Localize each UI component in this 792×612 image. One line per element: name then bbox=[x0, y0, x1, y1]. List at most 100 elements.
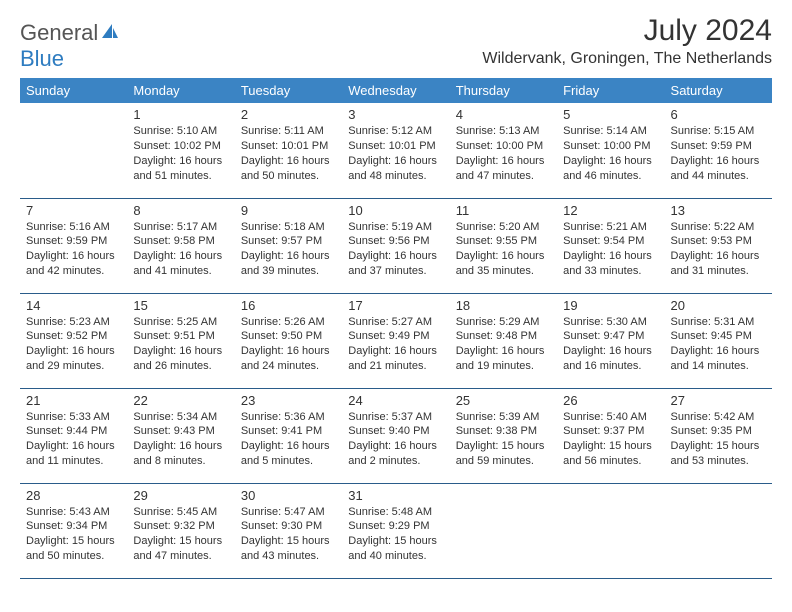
sunset-text: Sunset: 10:01 PM bbox=[348, 139, 443, 154]
day-info: Sunrise: 5:10 AMSunset: 10:02 PMDaylight… bbox=[133, 124, 228, 183]
day-number: 16 bbox=[241, 298, 336, 313]
calendar-day-cell: 21 Sunrise: 5:33 AMSunset: 9:44 PMDayligh… bbox=[20, 388, 127, 483]
day-info: Sunrise: 5:20 AMSunset: 9:55 PMDaylight:… bbox=[456, 220, 551, 279]
weekday-header: Friday bbox=[557, 78, 664, 103]
calendar-week-row: 7Sunrise: 5:16 AMSunset: 9:59 PMDaylight… bbox=[20, 198, 772, 293]
sunset-text: Sunset: 9:54 PM bbox=[563, 234, 658, 249]
sunset-text: Sunset: 9:50 PM bbox=[241, 329, 336, 344]
day-number: 12 bbox=[563, 203, 658, 218]
sunrise-text: Sunrise: 5:39 AM bbox=[456, 410, 551, 425]
sunset-text: Sunset: 9:59 PM bbox=[671, 139, 766, 154]
sunset-text: Sunset: 9:47 PM bbox=[563, 329, 658, 344]
calendar-day-cell: 8Sunrise: 5:17 AMSunset: 9:58 PMDaylight… bbox=[127, 198, 234, 293]
day-info: Sunrise: 5:26 AMSunset: 9:50 PMDaylight:… bbox=[241, 315, 336, 374]
daylight-text: Daylight: 16 hours and 24 minutes. bbox=[241, 344, 336, 374]
daylight-text: Daylight: 15 hours and 40 minutes. bbox=[348, 534, 443, 564]
day-number: 10 bbox=[348, 203, 443, 218]
day-number: 25 bbox=[456, 393, 551, 408]
calendar-day-cell: 31Sunrise: 5:48 AMSunset: 9:29 PMDayligh… bbox=[342, 483, 449, 578]
sunrise-text: Sunrise: 5:16 AM bbox=[26, 220, 121, 235]
daylight-text: Daylight: 16 hours and 50 minutes. bbox=[241, 154, 336, 184]
sunset-text: Sunset: 9:57 PM bbox=[241, 234, 336, 249]
calendar-day-cell: 10Sunrise: 5:19 AMSunset: 9:56 PMDayligh… bbox=[342, 198, 449, 293]
calendar-day-cell: 14 Sunrise: 5:23 AMSunset: 9:52 PMDayligh… bbox=[20, 293, 127, 388]
calendar-day-cell bbox=[665, 483, 772, 578]
day-number: 20 bbox=[671, 298, 766, 313]
day-number: 31 bbox=[348, 488, 443, 503]
sunrise-text: Sunrise: 5:37 AM bbox=[348, 410, 443, 425]
daylight-text: Daylight: 16 hours and 41 minutes. bbox=[133, 249, 228, 279]
daylight-text: Daylight: 15 hours and 47 minutes. bbox=[133, 534, 228, 564]
sunrise-text: Sunrise: 5:33 AM bbox=[26, 410, 121, 425]
calendar-day-cell: 19 Sunrise: 5:30 AMSunset: 9:47 PMDayligh… bbox=[557, 293, 664, 388]
day-info: Sunrise: 5:29 AMSunset: 9:48 PMDaylight:… bbox=[456, 315, 551, 374]
sunset-text: Sunset: 10:00 PM bbox=[563, 139, 658, 154]
daylight-text: Daylight: 16 hours and 42 minutes. bbox=[26, 249, 121, 279]
day-number: 3 bbox=[348, 107, 443, 122]
day-info: Sunrise: 5:33 AMSunset: 9:44 PMDaylight:… bbox=[26, 410, 121, 469]
day-number: 1 bbox=[133, 107, 228, 122]
daylight-text: Daylight: 15 hours and 43 minutes. bbox=[241, 534, 336, 564]
day-info: Sunrise: 5:27 AMSunset: 9:49 PMDaylight:… bbox=[348, 315, 443, 374]
calendar-day-cell: 22 Sunrise: 5:34 AMSunset: 9:43 PMDayligh… bbox=[127, 388, 234, 483]
daylight-text: Daylight: 16 hours and 39 minutes. bbox=[241, 249, 336, 279]
day-info: Sunrise: 5:17 AMSunset: 9:58 PMDaylight:… bbox=[133, 220, 228, 279]
day-info: Sunrise: 5:31 AMSunset: 9:45 PMDaylight:… bbox=[671, 315, 766, 374]
day-info: Sunrise: 5:34 AMSunset: 9:43 PMDaylight:… bbox=[133, 410, 228, 469]
day-number: 19 bbox=[563, 298, 658, 313]
daylight-text: Daylight: 16 hours and 11 minutes. bbox=[26, 439, 121, 469]
daylight-text: Daylight: 16 hours and 44 minutes. bbox=[671, 154, 766, 184]
daylight-text: Daylight: 16 hours and 31 minutes. bbox=[671, 249, 766, 279]
day-number: 22 bbox=[133, 393, 228, 408]
daylight-text: Daylight: 16 hours and 33 minutes. bbox=[563, 249, 658, 279]
day-number: 23 bbox=[241, 393, 336, 408]
calendar-table: SundayMondayTuesdayWednesdayThursdayFrid… bbox=[20, 78, 772, 579]
day-info: Sunrise: 5:42 AMSunset: 9:35 PMDaylight:… bbox=[671, 410, 766, 469]
daylight-text: Daylight: 16 hours and 19 minutes. bbox=[456, 344, 551, 374]
day-info: Sunrise: 5:23 AMSunset: 9:52 PMDaylight:… bbox=[26, 315, 121, 374]
calendar-day-cell: 5Sunrise: 5:14 AMSunset: 10:00 PMDayligh… bbox=[557, 103, 664, 198]
daylight-text: Daylight: 16 hours and 35 minutes. bbox=[456, 249, 551, 279]
sunrise-text: Sunrise: 5:18 AM bbox=[241, 220, 336, 235]
sunset-text: Sunset: 9:40 PM bbox=[348, 424, 443, 439]
sunset-text: Sunset: 9:34 PM bbox=[26, 519, 121, 534]
day-number: 26 bbox=[563, 393, 658, 408]
calendar-day-cell: 11Sunrise: 5:20 AMSunset: 9:55 PMDayligh… bbox=[450, 198, 557, 293]
day-info: Sunrise: 5:40 AMSunset: 9:37 PMDaylight:… bbox=[563, 410, 658, 469]
daylight-text: Daylight: 16 hours and 51 minutes. bbox=[133, 154, 228, 184]
calendar-day-cell: 25 Sunrise: 5:39 AMSunset: 9:38 PMDayligh… bbox=[450, 388, 557, 483]
day-number: 14 bbox=[26, 298, 121, 313]
brand-part2: Blue bbox=[20, 46, 64, 71]
day-number: 6 bbox=[671, 107, 766, 122]
daylight-text: Daylight: 16 hours and 46 minutes. bbox=[563, 154, 658, 184]
calendar-day-cell: 28Sunrise: 5:43 AMSunset: 9:34 PMDayligh… bbox=[20, 483, 127, 578]
day-number: 2 bbox=[241, 107, 336, 122]
sunset-text: Sunset: 9:37 PM bbox=[563, 424, 658, 439]
sunset-text: Sunset: 9:48 PM bbox=[456, 329, 551, 344]
calendar-day-cell: 1 Sunrise: 5:10 AMSunset: 10:02 PMDayligh… bbox=[127, 103, 234, 198]
sunset-text: Sunset: 9:51 PM bbox=[133, 329, 228, 344]
sunrise-text: Sunrise: 5:11 AM bbox=[241, 124, 336, 139]
calendar-day-cell: 17Sunrise: 5:27 AMSunset: 9:49 PMDayligh… bbox=[342, 293, 449, 388]
sunrise-text: Sunrise: 5:47 AM bbox=[241, 505, 336, 520]
sunset-text: Sunset: 9:43 PM bbox=[133, 424, 228, 439]
daylight-text: Daylight: 16 hours and 16 minutes. bbox=[563, 344, 658, 374]
day-number: 29 bbox=[133, 488, 228, 503]
day-info: Sunrise: 5:39 AMSunset: 9:38 PMDaylight:… bbox=[456, 410, 551, 469]
sunrise-text: Sunrise: 5:15 AM bbox=[671, 124, 766, 139]
sunset-text: Sunset: 9:32 PM bbox=[133, 519, 228, 534]
sunset-text: Sunset: 9:52 PM bbox=[26, 329, 121, 344]
sunrise-text: Sunrise: 5:10 AM bbox=[133, 124, 228, 139]
sunset-text: Sunset: 9:55 PM bbox=[456, 234, 551, 249]
brand-part1: General bbox=[20, 20, 98, 45]
sunrise-text: Sunrise: 5:13 AM bbox=[456, 124, 551, 139]
sunrise-text: Sunrise: 5:12 AM bbox=[348, 124, 443, 139]
sunrise-text: Sunrise: 5:29 AM bbox=[456, 315, 551, 330]
calendar-day-cell: 3Sunrise: 5:12 AMSunset: 10:01 PMDayligh… bbox=[342, 103, 449, 198]
page-title: July 2024 bbox=[482, 14, 772, 48]
sunrise-text: Sunrise: 5:30 AM bbox=[563, 315, 658, 330]
day-number: 24 bbox=[348, 393, 443, 408]
daylight-text: Daylight: 16 hours and 29 minutes. bbox=[26, 344, 121, 374]
day-number: 21 bbox=[26, 393, 121, 408]
calendar-week-row: 28Sunrise: 5:43 AMSunset: 9:34 PMDayligh… bbox=[20, 483, 772, 578]
